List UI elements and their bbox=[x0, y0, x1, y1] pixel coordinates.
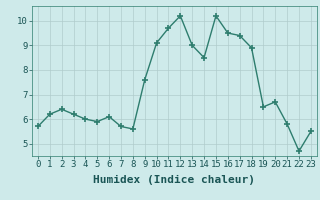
X-axis label: Humidex (Indice chaleur): Humidex (Indice chaleur) bbox=[93, 175, 255, 185]
